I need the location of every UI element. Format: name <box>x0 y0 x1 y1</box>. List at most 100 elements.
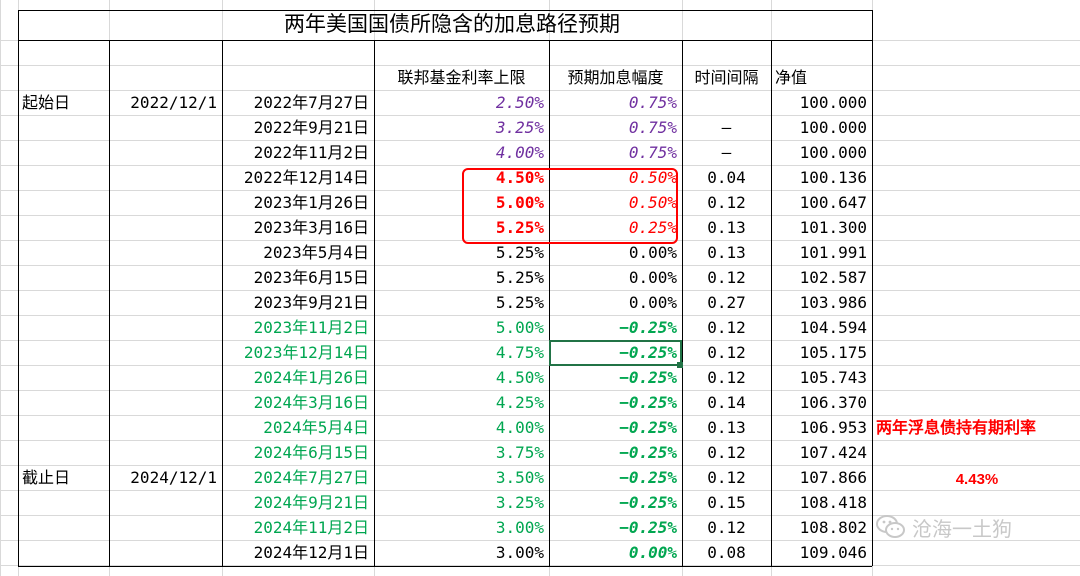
row-nav[interactable]: 106.370 <box>799 393 867 412</box>
row-expected-hike[interactable]: −0.25% <box>619 418 677 437</box>
row-rate-cap[interactable]: 3.00% <box>495 518 544 537</box>
row-expected-hike[interactable]: 0.00% <box>628 293 677 312</box>
row-interval[interactable]: 0.12 <box>707 443 746 462</box>
row-rate-cap[interactable]: 5.25% <box>495 243 544 262</box>
row-rate-cap[interactable]: 3.00% <box>495 543 544 562</box>
row-rate-cap[interactable]: 5.00% <box>495 318 544 337</box>
start-label[interactable]: 起始日 <box>22 93 71 112</box>
row-interval[interactable]: 0.12 <box>707 518 746 537</box>
row-interval[interactable]: 0.12 <box>707 268 746 287</box>
row-expected-hike[interactable]: 0.00% <box>628 243 677 262</box>
row-rate-cap[interactable]: 3.25% <box>495 118 544 137</box>
header-rate-cap[interactable]: 联邦基金利率上限 <box>397 68 526 87</box>
row-rate-cap[interactable]: 4.00% <box>495 418 544 437</box>
row-rate-cap[interactable]: 3.25% <box>495 493 544 512</box>
row-rate-cap[interactable]: 5.00% <box>495 193 544 212</box>
row-interval[interactable]: 0.12 <box>707 368 746 387</box>
row-date[interactable]: 2024年6月15日 <box>253 443 369 462</box>
row-nav[interactable]: 100.000 <box>799 118 867 137</box>
row-date[interactable]: 2024年3月16日 <box>253 393 369 412</box>
header-interval[interactable]: 时间间隔 <box>694 68 759 87</box>
row-rate-cap[interactable]: 2.50% <box>495 93 544 112</box>
row-rate-cap[interactable]: 4.25% <box>495 393 544 412</box>
row-nav[interactable]: 105.175 <box>799 343 867 362</box>
holding-yield-value[interactable]: 4.43% <box>955 471 999 488</box>
row-date[interactable]: 2022年9月21日 <box>253 118 369 137</box>
row-interval[interactable]: 0.13 <box>707 218 746 237</box>
row-date[interactable]: 2024年5月4日 <box>263 418 369 437</box>
row-nav[interactable]: 103.986 <box>799 293 867 312</box>
row-date[interactable]: 2023年12月14日 <box>243 343 369 362</box>
row-expected-hike[interactable]: −0.25% <box>619 468 677 487</box>
row-rate-cap[interactable]: 4.75% <box>495 343 544 362</box>
row-expected-hike[interactable]: −0.25% <box>619 318 677 337</box>
row-expected-hike[interactable]: 0.00% <box>628 268 677 287</box>
row-interval[interactable]: 0.12 <box>707 468 746 487</box>
end-label[interactable]: 截止日 <box>22 468 71 487</box>
row-interval[interactable]: 0.08 <box>707 543 746 562</box>
sheet-title[interactable]: 两年美国国债所隐含的加息路径预期 <box>284 12 620 36</box>
row-rate-cap[interactable]: 5.25% <box>495 268 544 287</box>
row-expected-hike[interactable]: 0.75% <box>628 93 677 112</box>
row-date[interactable]: 2023年11月2日 <box>253 318 369 337</box>
row-nav[interactable]: 101.991 <box>799 243 867 262</box>
row-nav[interactable]: 107.424 <box>799 443 867 462</box>
row-expected-hike[interactable]: 0.25% <box>628 218 677 237</box>
row-rate-cap[interactable]: 5.25% <box>495 293 544 312</box>
row-date[interactable]: 2022年7月27日 <box>253 93 369 112</box>
row-expected-hike[interactable]: −0.25% <box>619 493 677 512</box>
row-nav[interactable]: 108.802 <box>799 518 867 537</box>
row-rate-cap[interactable]: 4.00% <box>495 143 544 162</box>
row-nav[interactable]: 101.300 <box>799 218 867 237</box>
row-interval[interactable]: – <box>721 118 732 137</box>
row-nav[interactable]: 107.866 <box>799 468 867 487</box>
row-date[interactable]: 2023年5月4日 <box>263 243 369 262</box>
row-nav[interactable]: 100.000 <box>799 93 867 112</box>
row-expected-hike[interactable]: −0.25% <box>619 518 677 537</box>
row-rate-cap[interactable]: 3.75% <box>495 443 544 462</box>
row-expected-hike[interactable]: 0.75% <box>628 118 677 137</box>
row-nav[interactable]: 100.000 <box>799 143 867 162</box>
row-date[interactable]: 2023年9月21日 <box>253 293 369 312</box>
row-date[interactable]: 2024年11月2日 <box>253 518 369 537</box>
row-date[interactable]: 2024年1月26日 <box>253 368 369 387</box>
row-expected-hike[interactable]: −0.25% <box>619 343 677 362</box>
row-date[interactable]: 2024年9月21日 <box>253 493 369 512</box>
end-date[interactable]: 2024/12/1 <box>130 468 217 487</box>
row-interval[interactable]: 0.27 <box>707 293 746 312</box>
row-interval[interactable]: 0.12 <box>707 343 746 362</box>
row-interval[interactable]: 0.12 <box>707 318 746 337</box>
row-nav[interactable]: 108.418 <box>799 493 867 512</box>
row-nav[interactable]: 106.953 <box>799 418 867 437</box>
header-expected-hike[interactable]: 预期加息幅度 <box>567 68 664 87</box>
header-nav[interactable]: 净值 <box>775 68 808 87</box>
row-date[interactable]: 2022年12月14日 <box>243 168 369 187</box>
row-rate-cap[interactable]: 5.25% <box>495 218 544 237</box>
row-expected-hike[interactable]: −0.25% <box>619 443 677 462</box>
row-expected-hike[interactable]: −0.25% <box>619 368 677 387</box>
row-nav[interactable]: 100.136 <box>799 168 867 187</box>
row-interval[interactable]: 0.14 <box>707 393 746 412</box>
row-interval[interactable]: – <box>721 143 732 162</box>
row-date[interactable]: 2023年1月26日 <box>253 193 369 212</box>
row-date[interactable]: 2024年12月1日 <box>253 543 369 562</box>
start-date[interactable]: 2022/12/1 <box>130 93 217 112</box>
row-nav[interactable]: 104.594 <box>799 318 867 337</box>
row-interval[interactable]: 0.04 <box>707 168 746 187</box>
row-date[interactable]: 2024年7月27日 <box>253 468 369 487</box>
row-expected-hike[interactable]: 0.00% <box>628 543 677 562</box>
row-rate-cap[interactable]: 3.50% <box>495 468 544 487</box>
row-interval[interactable]: 0.15 <box>707 493 746 512</box>
row-interval[interactable]: 0.13 <box>707 243 746 262</box>
row-interval[interactable]: 0.12 <box>707 193 746 212</box>
row-expected-hike[interactable]: −0.25% <box>619 393 677 412</box>
row-expected-hike[interactable]: 0.50% <box>628 168 677 187</box>
row-interval[interactable]: 0.13 <box>707 418 746 437</box>
row-nav[interactable]: 105.743 <box>799 368 867 387</box>
row-rate-cap[interactable]: 4.50% <box>495 368 544 387</box>
row-rate-cap[interactable]: 4.50% <box>495 168 544 187</box>
row-date[interactable]: 2022年11月2日 <box>253 143 369 162</box>
row-expected-hike[interactable]: 0.50% <box>628 193 677 212</box>
row-date[interactable]: 2023年6月15日 <box>253 268 369 287</box>
row-interval[interactable] <box>682 90 771 115</box>
